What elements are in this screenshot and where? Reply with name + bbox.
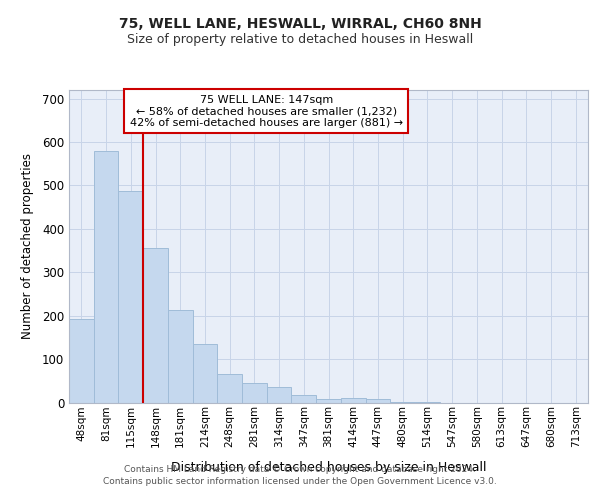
- Bar: [193, 344, 217, 403]
- Text: 75 WELL LANE: 147sqm
← 58% of detached houses are smaller (1,232)
42% of semi-de: 75 WELL LANE: 147sqm ← 58% of detached h…: [130, 94, 403, 128]
- X-axis label: Distribution of detached houses by size in Heswall: Distribution of detached houses by size …: [171, 462, 486, 474]
- Bar: [292, 395, 316, 402]
- Bar: [94, 151, 118, 403]
- Text: 75, WELL LANE, HESWALL, WIRRAL, CH60 8NH: 75, WELL LANE, HESWALL, WIRRAL, CH60 8NH: [119, 18, 481, 32]
- Text: Contains HM Land Registry data © Crown copyright and database right 2024.: Contains HM Land Registry data © Crown c…: [124, 465, 476, 474]
- Bar: [316, 398, 341, 402]
- Bar: [143, 248, 168, 402]
- Bar: [168, 310, 193, 402]
- Bar: [267, 388, 292, 402]
- Bar: [242, 384, 267, 402]
- Bar: [365, 399, 390, 402]
- Bar: [341, 398, 365, 402]
- Text: Contains public sector information licensed under the Open Government Licence v3: Contains public sector information licen…: [103, 477, 497, 486]
- Bar: [118, 191, 143, 402]
- Bar: [217, 374, 242, 402]
- Bar: [69, 319, 94, 402]
- Text: Size of property relative to detached houses in Heswall: Size of property relative to detached ho…: [127, 32, 473, 46]
- Y-axis label: Number of detached properties: Number of detached properties: [20, 153, 34, 339]
